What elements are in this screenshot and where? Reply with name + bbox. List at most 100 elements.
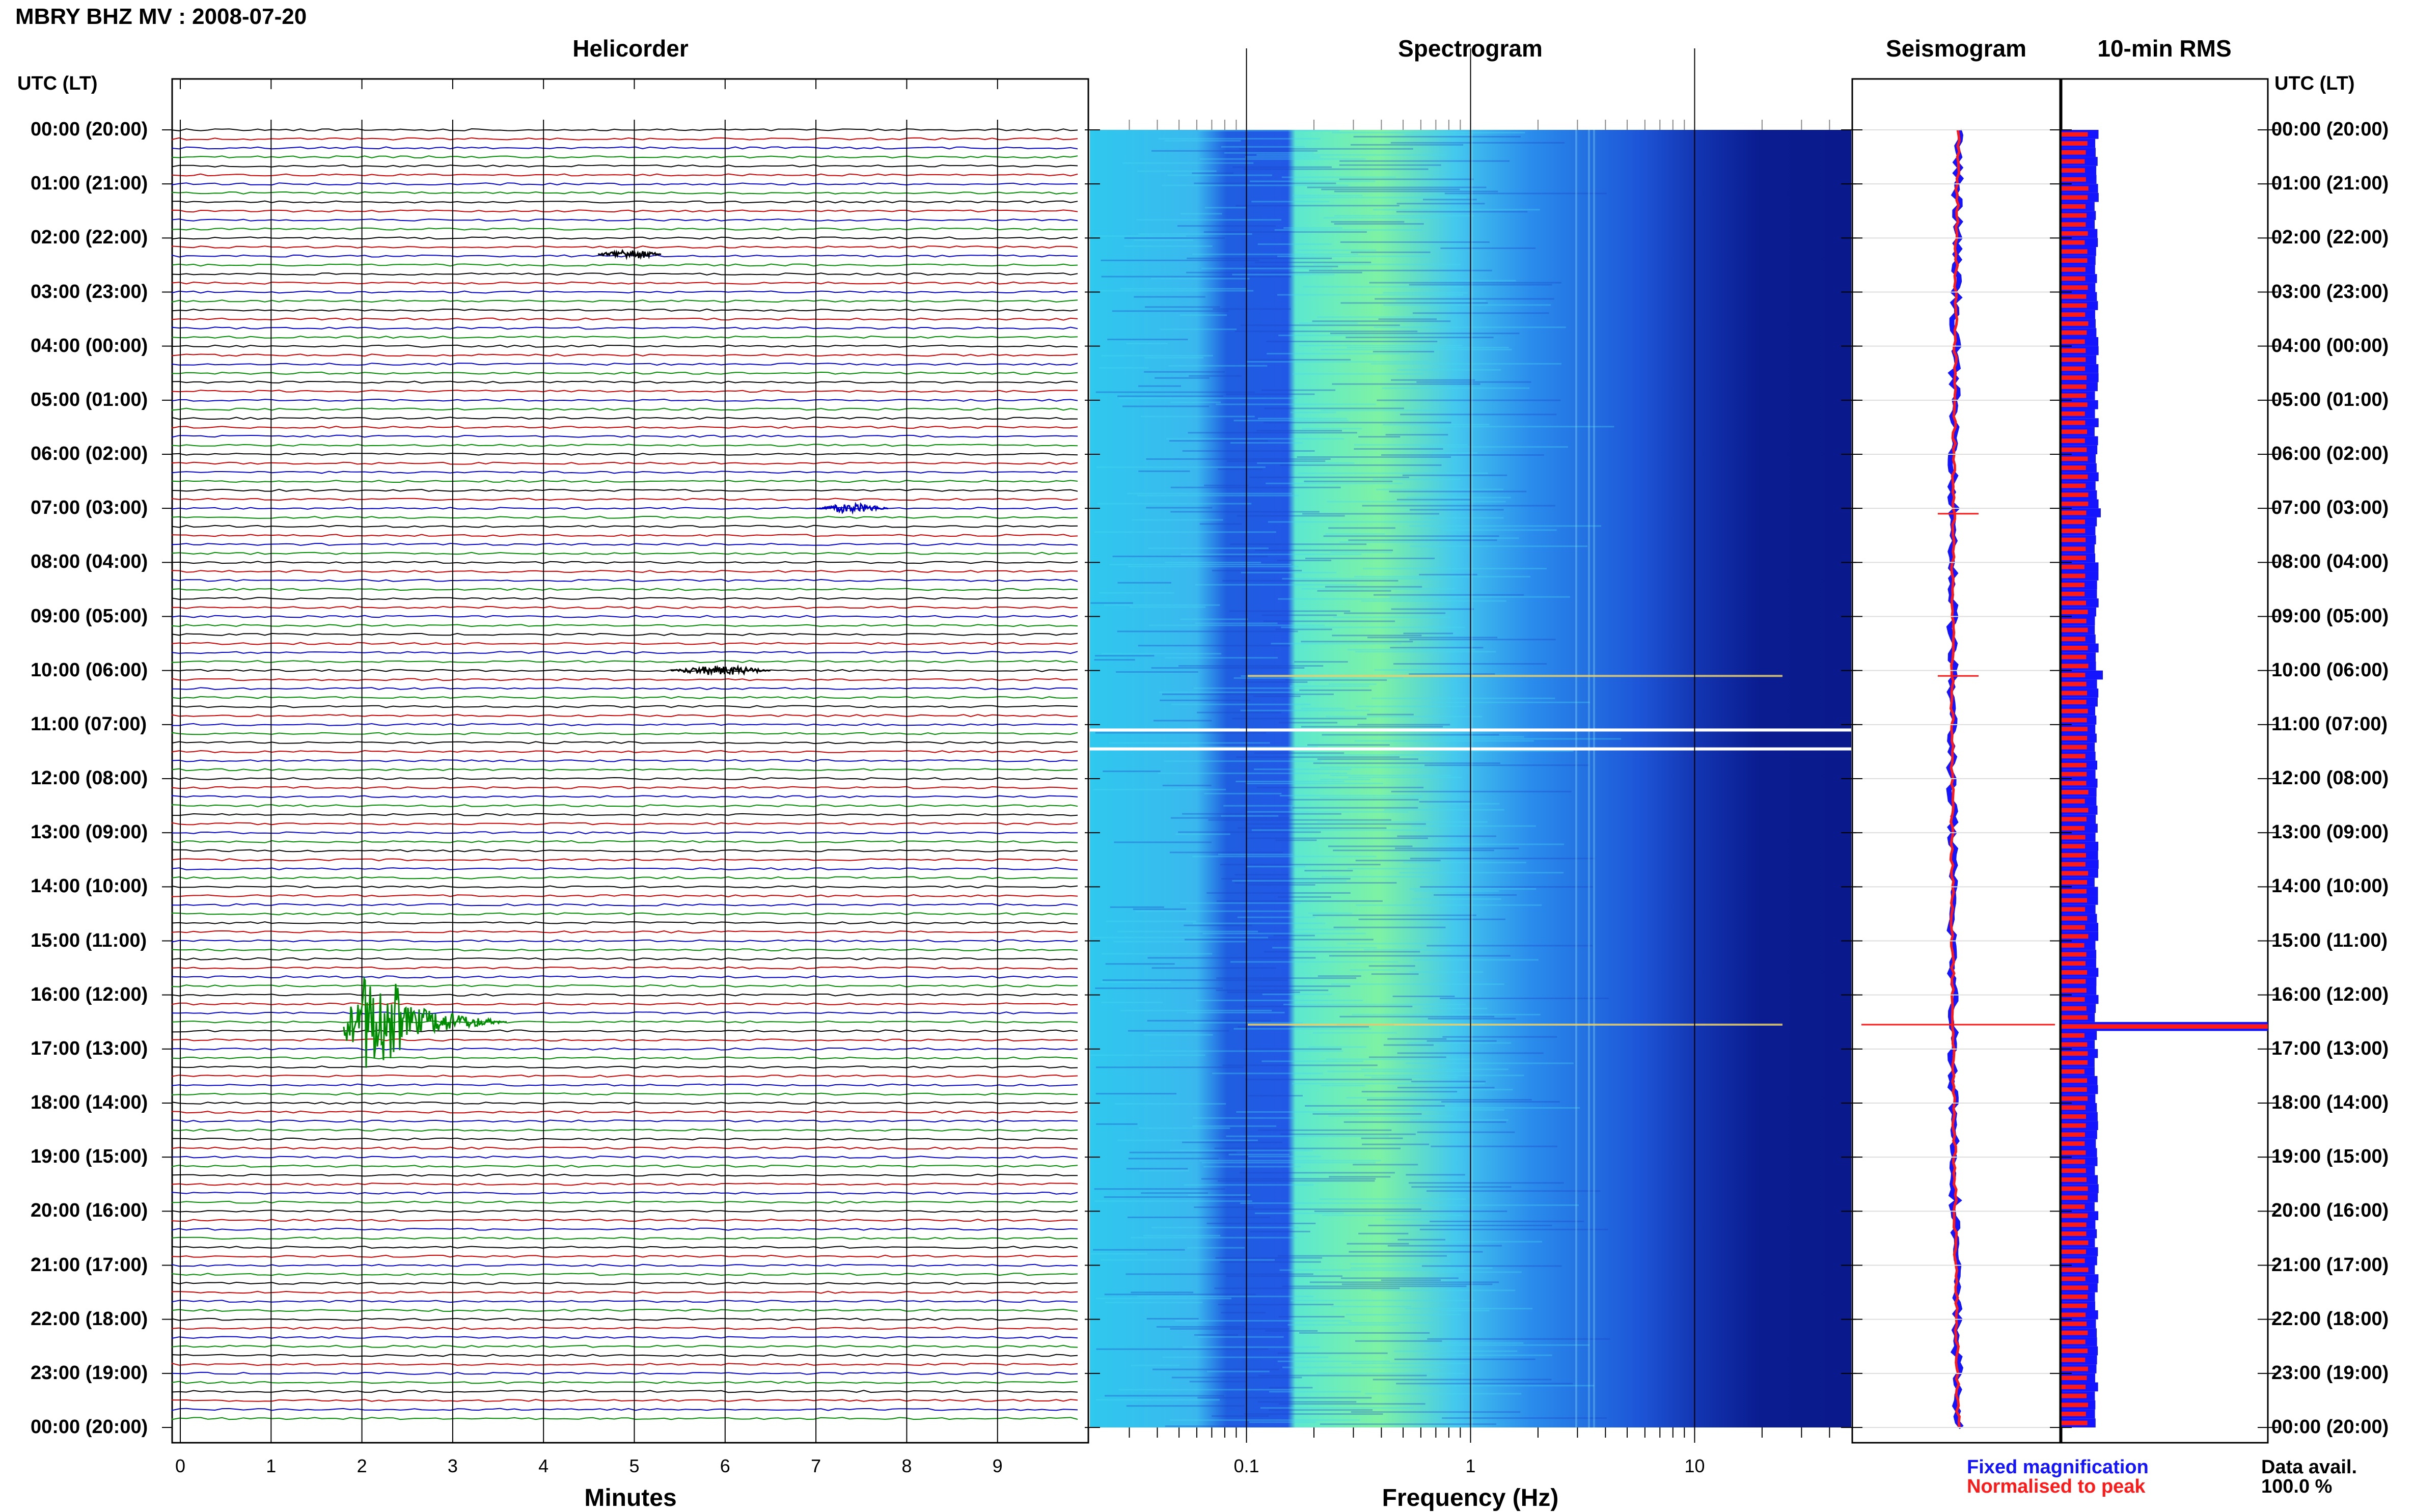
spectrogram-texture-stripe <box>1245 823 1426 825</box>
time-label-right: 23:00 (19:00) <box>2271 1362 2389 1384</box>
spectrogram-texture-stripe <box>1329 1176 1391 1178</box>
spectrogram-texture-stripe <box>1227 992 1300 994</box>
rms-normalised-bar <box>2062 681 2087 686</box>
helicorder-trace-row <box>172 1110 1078 1114</box>
spectrogram-texture-stripe <box>1178 665 1324 667</box>
spectrogram-texture-stripe <box>1241 571 1337 573</box>
rms-normalised-bar <box>2062 862 2086 867</box>
helicorder-trace-row <box>172 1398 1078 1402</box>
helicorder-trace-row <box>172 1336 1078 1339</box>
helicorder-trace-row <box>172 597 1078 600</box>
rms-normalised-bar <box>2062 925 2086 930</box>
helicorder-tick-label: 5 <box>629 1455 640 1476</box>
spectrogram-texture-stripe <box>1206 1370 1270 1372</box>
time-label-right: 10:00 (06:00) <box>2271 659 2389 681</box>
spectrogram-texture-stripe <box>1113 941 1248 943</box>
rms-normalised-bar <box>2062 1033 2084 1038</box>
time-label-right: 14:00 (10:00) <box>2271 875 2389 897</box>
helicorder-trace-row <box>172 498 1078 501</box>
spectrogram-texture-stripe <box>1105 963 1175 965</box>
spectrogram-texture-stripe <box>1347 346 1509 348</box>
spectrogram-texture-stripe <box>1255 261 1371 263</box>
spectrogram-texture-stripe <box>1146 458 1331 460</box>
helicorder-event-trace <box>598 249 662 260</box>
spectrogram-texture-stripe <box>1307 744 1390 746</box>
spectrogram-texture-stripe <box>1383 424 1490 426</box>
rms-normalised-bar <box>2062 1114 2086 1119</box>
spectrogram-texture-stripe <box>1232 273 1335 276</box>
helicorder-tick-label: 6 <box>720 1455 730 1476</box>
rms-normalised-bar <box>2062 691 2087 696</box>
spectrogram-texture-stripe <box>1263 422 1451 424</box>
spectrogram-texture-stripe <box>1101 1001 1163 1003</box>
spectrogram-texture-stripe <box>1139 1127 1230 1129</box>
spectrogram-texture-stripe <box>1325 586 1422 588</box>
helicorder-trace-row <box>172 398 1078 402</box>
spectrogram-texture-stripe <box>1287 799 1419 801</box>
spectrogram-texture-stripe <box>1235 874 1288 876</box>
spectrogram-texture-stripe <box>1195 622 1278 624</box>
spectrogram-texture-stripe <box>1143 1234 1221 1236</box>
spectrogram-texture-stripe <box>1241 324 1400 326</box>
spectrogram-texture-stripe <box>1166 438 1345 440</box>
spectrogram-texture-stripe <box>1331 221 1405 223</box>
spectrogram-texture-stripe <box>1229 610 1351 612</box>
spectrogram-texture-stripe <box>1194 182 1336 184</box>
spectrogram-texture-stripe <box>1389 596 1570 598</box>
helicorder-event-trace <box>670 664 771 676</box>
helicorder-trace-row <box>172 732 1078 735</box>
spectrogram-texture-stripe <box>1361 1091 1458 1093</box>
spectrogram-texture-stripe <box>1323 535 1499 537</box>
helicorder-trace-row <box>172 588 1078 591</box>
helicorder-trace-row <box>172 488 1078 492</box>
spectrogram-texture-stripe <box>1410 858 1595 860</box>
spectrogram-texture-stripe <box>1120 1009 1272 1011</box>
spectrogram-texture-stripe <box>1292 807 1418 809</box>
spectrogram-texture-stripe <box>1254 768 1352 771</box>
spectrogram-texture-stripe <box>1192 1125 1277 1127</box>
spectrogram-texture-stripe <box>1104 1196 1251 1198</box>
spectrogram-texture-stripe <box>1405 1308 1533 1310</box>
rms-normalised-bar <box>2062 799 2085 804</box>
spectrogram-texture-stripe <box>1396 203 1485 205</box>
spectrogram-texture-stripe <box>1101 981 1171 983</box>
spectrogram-texture-stripe <box>1244 265 1338 267</box>
spectrogram-texture-stripe <box>1389 490 1527 492</box>
spectrogram-texture-stripe <box>1256 154 1446 156</box>
spectrogram-texture-stripe <box>1278 598 1431 600</box>
spectrogram-texture-stripe <box>1409 509 1504 511</box>
spectrogram-texture-stripe <box>1387 1038 1447 1040</box>
time-label-left: 08:00 (04:00) <box>31 551 148 573</box>
spectrogram-texture-stripe <box>1093 1249 1185 1251</box>
spectrogram-texture-stripe <box>1128 565 1299 567</box>
spectrogram-texture-stripe <box>1316 316 1434 318</box>
spectrogram-texture-stripe <box>1257 243 1332 245</box>
helicorder-trace-row <box>172 1246 1078 1249</box>
helicorder-trace-row <box>172 507 1078 510</box>
spectrogram-texture-stripe <box>1442 1036 1557 1038</box>
spectrogram-texture-stripe <box>1307 186 1487 188</box>
time-label-left: 06:00 (02:00) <box>31 443 148 464</box>
spectrogram-texture-stripe <box>1122 405 1210 407</box>
spectrogram-texture-stripe <box>1290 1300 1475 1302</box>
time-label-left: 14:00 (10:00) <box>31 875 148 897</box>
spectrogram-texture-stripe <box>1131 1291 1194 1294</box>
spectrogram-texture-stripe <box>1346 337 1494 339</box>
spectrogram-texture-stripe <box>1171 703 1311 705</box>
spectrogram-texture-stripe <box>1350 1263 1451 1265</box>
spectrogram-texture-stripe <box>1256 786 1424 788</box>
spectrogram-texture-stripe <box>1221 815 1279 817</box>
spectrogram-texture-stripe <box>1351 1362 1470 1364</box>
spectrogram-texture-stripe <box>1232 166 1332 168</box>
spectrogram-texture-stripe <box>1441 1310 1490 1312</box>
rms-normalised-bar <box>2062 294 2087 299</box>
spectrogram-texture-stripe <box>1329 955 1511 957</box>
time-label-right: 21:00 (17:00) <box>2271 1254 2389 1276</box>
spectrogram-texture-stripe <box>1218 468 1263 470</box>
spectrogram-texture-stripe <box>1396 499 1471 501</box>
spectrogram-texture-stripe <box>1333 926 1446 928</box>
spectrogram-texture-stripe <box>1367 713 1414 716</box>
spectrogram-texture-stripe <box>1327 1070 1472 1073</box>
spectrogram-texture-stripe <box>1422 1007 1488 1009</box>
helicorder-trace-row <box>172 569 1078 573</box>
